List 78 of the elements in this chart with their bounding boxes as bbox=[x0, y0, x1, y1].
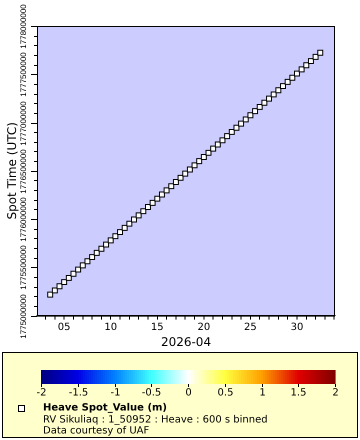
color-bar-label: 2 bbox=[332, 388, 339, 399]
point bbox=[206, 150, 212, 156]
point bbox=[103, 242, 110, 248]
point bbox=[308, 58, 314, 64]
point bbox=[112, 233, 118, 240]
point bbox=[224, 133, 230, 140]
point bbox=[66, 274, 72, 281]
y-tick-label: 1776500000 bbox=[19, 148, 28, 194]
point bbox=[172, 179, 179, 185]
color-bar-label: 0.5 bbox=[218, 388, 234, 399]
point bbox=[98, 246, 104, 252]
color-bar-label: 1 bbox=[259, 388, 266, 399]
point bbox=[200, 154, 207, 160]
point bbox=[284, 78, 291, 85]
point bbox=[192, 162, 198, 168]
point bbox=[94, 250, 100, 256]
y-tick-label: 1778000000 bbox=[19, 4, 28, 49]
point bbox=[233, 124, 240, 131]
text: RV Sikuliaq : 1_50952 : Heave : 600 s binned bbox=[43, 414, 268, 426]
point bbox=[228, 128, 235, 135]
point bbox=[186, 166, 193, 172]
color-bar-label: -2 bbox=[36, 388, 46, 399]
x-tick-label: 10 bbox=[104, 322, 118, 334]
point bbox=[136, 212, 142, 218]
color-bar-label: -0.5 bbox=[142, 388, 162, 399]
point bbox=[52, 287, 58, 294]
point bbox=[80, 262, 86, 268]
point bbox=[89, 254, 96, 260]
point bbox=[126, 220, 132, 227]
point bbox=[47, 292, 54, 298]
point bbox=[122, 224, 128, 231]
y-tick-label: 1775500000 bbox=[19, 244, 28, 290]
legend-label: Heave Spot_Value (m) bbox=[43, 402, 168, 414]
point bbox=[312, 54, 319, 60]
point bbox=[182, 170, 188, 177]
y-axis-title: Spot Time (UTC) bbox=[5, 122, 20, 220]
point bbox=[150, 200, 156, 206]
point bbox=[140, 208, 146, 214]
text: Data courtesy of UAF bbox=[43, 426, 150, 437]
point bbox=[108, 237, 114, 244]
color-bar-label: -1.5 bbox=[68, 388, 88, 399]
color-bar-label: -1 bbox=[110, 388, 120, 399]
y-tick-label: 1775000000 bbox=[19, 294, 28, 339]
point bbox=[178, 174, 184, 181]
point bbox=[280, 83, 286, 90]
point bbox=[298, 66, 305, 72]
x-axis-title: 2026-04 bbox=[160, 334, 212, 349]
point bbox=[317, 50, 324, 56]
point bbox=[220, 137, 226, 144]
point bbox=[168, 183, 174, 190]
point bbox=[131, 216, 137, 223]
point bbox=[210, 146, 216, 152]
point bbox=[252, 108, 258, 114]
point bbox=[145, 204, 151, 210]
x-tick-label: 05 bbox=[58, 322, 71, 334]
y-tick-label: 1777000000 bbox=[19, 100, 28, 146]
point bbox=[242, 116, 249, 122]
x-tick-label: 15 bbox=[150, 322, 164, 334]
y-tick-label: 1776000000 bbox=[19, 196, 28, 242]
point bbox=[117, 229, 124, 236]
point bbox=[154, 196, 160, 202]
point bbox=[256, 104, 263, 110]
point bbox=[61, 279, 68, 286]
point bbox=[196, 158, 202, 164]
point bbox=[270, 91, 277, 98]
point bbox=[214, 141, 221, 148]
point bbox=[238, 120, 244, 127]
color-bar-label: 1.5 bbox=[290, 388, 306, 399]
y-tick-label: 1777500000 bbox=[19, 52, 28, 97]
x-tick-label: 20 bbox=[197, 322, 210, 334]
point bbox=[158, 192, 165, 198]
color-bar-label: 0 bbox=[185, 388, 192, 399]
point bbox=[75, 266, 82, 273]
x-tick-label: 30 bbox=[290, 322, 304, 334]
point bbox=[164, 187, 170, 194]
x-tick-label: 25 bbox=[244, 322, 257, 334]
point bbox=[266, 96, 272, 102]
point bbox=[294, 70, 300, 77]
